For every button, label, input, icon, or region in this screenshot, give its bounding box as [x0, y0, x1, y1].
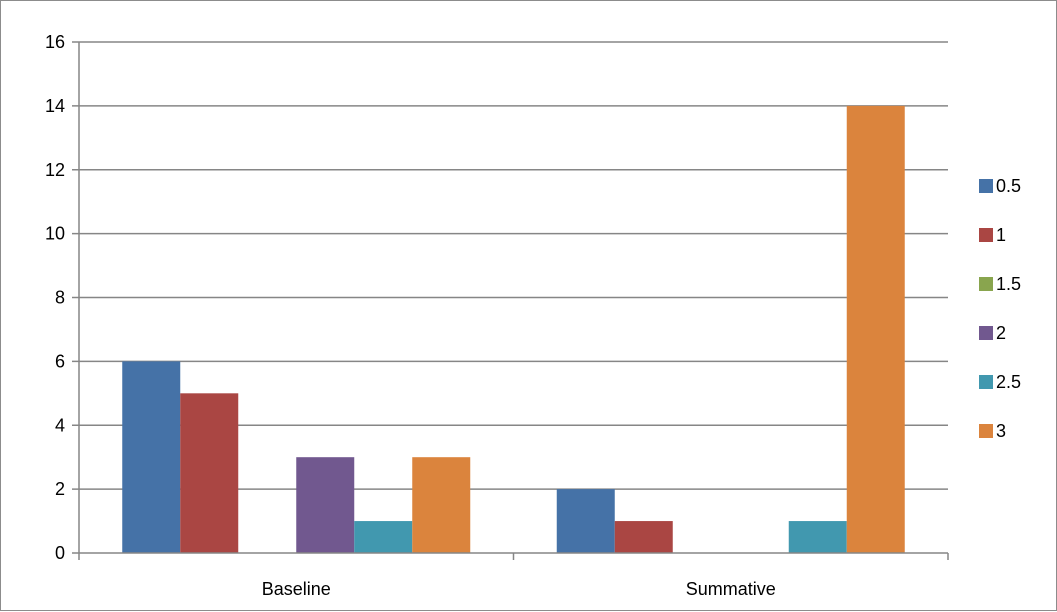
y-tick-label: 0	[55, 543, 65, 563]
bars	[122, 105, 905, 553]
bar-baseline-0_5	[122, 361, 181, 553]
y-tick-label: 8	[55, 288, 65, 308]
bar-baseline-3	[412, 457, 471, 553]
y-tick-label: 10	[45, 224, 65, 244]
bar-summative-3	[846, 105, 905, 553]
legend-label: 3	[996, 421, 1006, 441]
y-tick-label: 4	[55, 415, 65, 435]
y-tick-label: 14	[45, 96, 65, 116]
bar-summative-2_5	[788, 521, 847, 553]
legend: 0.5 1 1.5 2 2.5 3	[979, 176, 1021, 441]
bar-baseline-2_5	[354, 521, 413, 553]
bar-summative-0_5	[556, 489, 615, 553]
legend-item: 1.5	[979, 274, 1021, 294]
legend-item: 2	[979, 323, 1006, 343]
legend-swatch	[979, 228, 993, 242]
legend-item: 3	[979, 421, 1006, 441]
legend-item: 1	[979, 225, 1006, 245]
legend-swatch	[979, 375, 993, 389]
bar-baseline-2	[296, 457, 355, 553]
legend-label: 1	[996, 225, 1006, 245]
bar-baseline-1	[180, 393, 239, 553]
x-tick-label: Baseline	[262, 579, 331, 599]
y-tick-label: 6	[55, 351, 65, 371]
bar-summative-1	[614, 521, 673, 553]
axes	[72, 41, 949, 560]
legend-item: 2.5	[979, 372, 1021, 392]
x-tick-labels: Baseline Summative	[262, 579, 776, 599]
legend-label: 1.5	[996, 274, 1021, 294]
legend-swatch	[979, 424, 993, 438]
legend-swatch	[979, 277, 993, 291]
legend-swatch	[979, 179, 993, 193]
x-tick-label: Summative	[686, 579, 776, 599]
y-tick-label: 16	[45, 32, 65, 52]
y-tick-label: 12	[45, 160, 65, 180]
y-tick-labels: 0 2 4 6 8 10 12 14 16	[45, 32, 65, 563]
legend-label: 2	[996, 323, 1006, 343]
legend-item: 0.5	[979, 176, 1021, 196]
y-tick-label: 2	[55, 479, 65, 499]
legend-swatch	[979, 326, 993, 340]
legend-label: 2.5	[996, 372, 1021, 392]
legend-label: 0.5	[996, 176, 1021, 196]
